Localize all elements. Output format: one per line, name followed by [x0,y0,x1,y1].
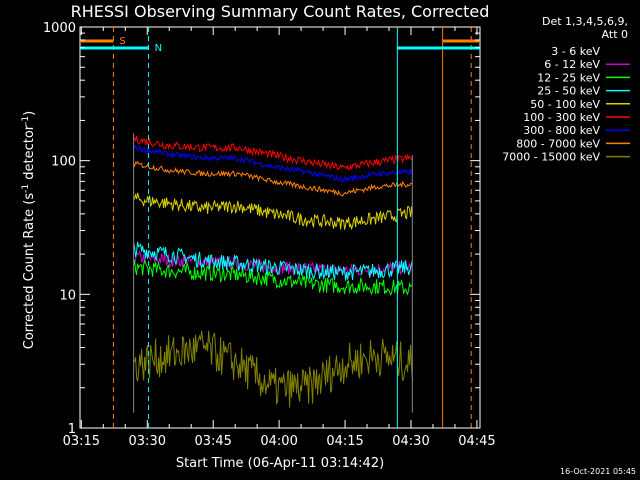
chart-title: RHESSI Observing Summary Count Rates, Co… [71,2,490,21]
legend-label: 7000 - 15000 keV [502,151,600,164]
legend-title-2: Att 0 [602,28,628,41]
x-tick-label: 04:15 [326,434,363,449]
series-layer [133,133,414,413]
series-line [133,250,414,279]
x-tick-label: 03:15 [63,434,100,449]
series-line [133,330,414,408]
y-tick-label: 1000 [43,21,76,36]
y-tick-label: 10 [59,288,76,303]
x-tick-label: 04:45 [458,434,495,449]
series-line [133,135,414,171]
legend-label: 100 - 300 keV [523,111,600,124]
flags-layer: SN [80,27,480,428]
legend-title-1: Det 1,3,4,5,6,9, [542,15,628,28]
legend-label: 25 - 50 keV [537,85,600,98]
saa-flag-label: S [119,36,125,47]
y-tick-label: 1 [68,422,76,437]
y-axis: 1 10 100 1000 [43,21,480,437]
series-line [133,144,413,184]
legend-label: 3 - 6 keV [551,45,600,58]
x-axis-label: Start Time (06-Apr-11 03:14:42) [176,456,384,471]
legend-label: 800 - 7000 keV [516,137,600,150]
x-tick-label: 03:30 [129,434,166,449]
night-flag-label: N [155,43,162,54]
series-line [133,241,414,281]
y-axis-label-mid: detector [22,124,37,184]
legend-label: 12 - 25 keV [537,71,600,84]
series-line [133,160,413,197]
x-tick-label: 04:00 [260,434,297,449]
series-line [133,300,413,338]
series-line [133,192,414,231]
plot-frame [79,26,481,429]
series-line [133,258,414,296]
x-tick-label: 03:45 [194,434,231,449]
legend-label: 50 - 100 keV [530,98,600,111]
x-axis: 03:15 03:30 03:45 04:00 04:15 04:30 04:45 [63,27,496,449]
y-axis-label-sup2: -1 [21,116,31,125]
y-axis-label: Corrected Count Rate (s-1 detector-1) [21,111,37,349]
y-tick-label: 100 [51,155,76,170]
y-axis-label-sup1: -1 [21,184,31,193]
x-tick-label: 04:30 [392,434,429,449]
y-axis-label-end: ) [22,111,37,116]
legend-label: 6 - 12 keV [544,58,600,71]
y-axis-label-main: Corrected Count Rate (s [22,193,37,350]
timestamp: 16-Oct-2021 05:45 [560,467,636,476]
legend-label: 300 - 800 keV [523,124,600,137]
